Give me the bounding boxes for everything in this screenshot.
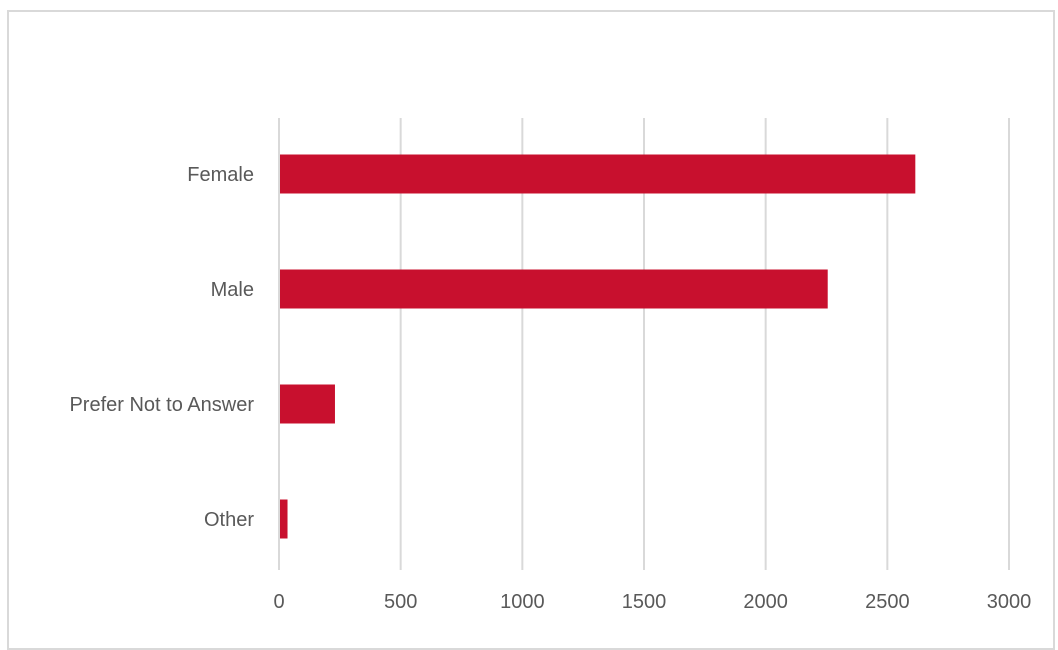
x-tick-label: 500 <box>384 591 417 613</box>
category-labels: Female Male Prefer Not to Answer Other <box>69 164 254 531</box>
x-tick-label: 1000 <box>500 591 545 613</box>
bars <box>280 154 916 539</box>
category-label: Prefer Not to Answer <box>69 394 254 416</box>
chart-frame <box>7 10 1055 650</box>
category-label: Female <box>187 164 254 186</box>
x-tick-labels: 0 500 1000 1500 2000 2500 3000 <box>273 591 1031 613</box>
x-tick-label: 3000 <box>987 591 1032 613</box>
category-label: Male <box>211 279 254 301</box>
bar-male <box>280 269 828 309</box>
bar-other <box>280 499 288 539</box>
x-tick-label: 0 <box>273 591 284 613</box>
x-tick-label: 2500 <box>865 591 910 613</box>
x-tick-label: 1500 <box>622 591 667 613</box>
x-tick-label: 2000 <box>743 591 788 613</box>
bar-prefer-not-to-answer <box>280 384 335 424</box>
bar-female <box>280 154 916 194</box>
category-label: Other <box>204 509 254 531</box>
